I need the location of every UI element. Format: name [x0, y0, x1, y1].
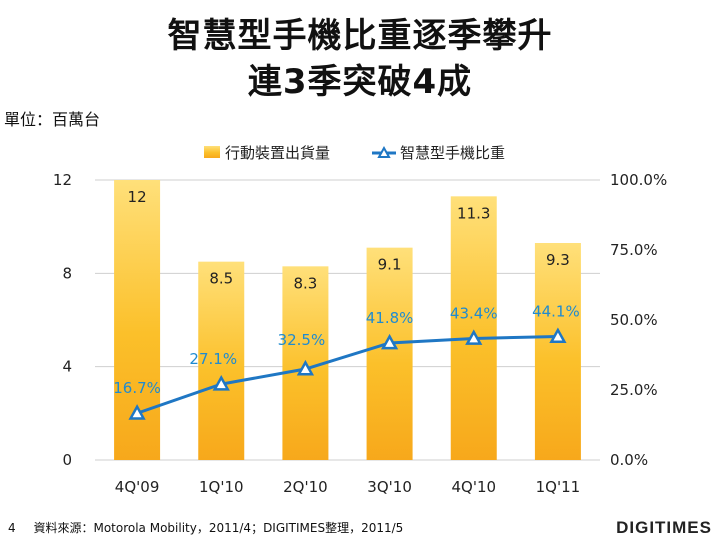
y-right-tick-label: 50.0%: [610, 311, 658, 329]
x-tick-label: 2Q'10: [283, 478, 328, 496]
legend: 行動裝置出貨量 智慧型手機比重: [204, 144, 505, 162]
legend-swatch-bar: [204, 146, 220, 158]
data-labels: 12 8.5 8.3 9.1 11.3 9.3 16.7% 27.1% 32.5% 41.8% 43…: [113, 188, 579, 397]
x-tick-label: 1Q'10: [199, 478, 244, 496]
y-left-tick-label: 12: [53, 171, 72, 189]
legend-label-bar: 行動裝置出貨量: [225, 144, 330, 162]
y-left-tick-label: 0: [62, 451, 72, 469]
line-series: [131, 330, 565, 418]
bar-value-label: 8.3: [293, 274, 317, 292]
y-left-tick-label: 4: [62, 358, 72, 376]
y-right-tick-label: 0.0%: [610, 451, 648, 469]
page-number: 4: [8, 521, 16, 535]
digitimes-logo: DIGITIMES: [616, 518, 712, 538]
x-tick-label: 4Q'09: [115, 478, 160, 496]
line-value-label: 32.5%: [278, 331, 326, 349]
y-right-tick-label: 25.0%: [610, 381, 658, 399]
bar-series: [114, 180, 581, 460]
bar: [535, 243, 581, 460]
line-value-label: 27.1%: [189, 350, 237, 368]
line-value-label: 43.4%: [450, 304, 498, 322]
y-right-tick-label: 100.0%: [610, 171, 667, 189]
x-tick-label: 4Q'10: [451, 478, 496, 496]
y-right-tick-label: 75.0%: [610, 241, 658, 259]
bar: [451, 196, 497, 460]
legend-label-line: 智慧型手機比重: [400, 144, 505, 162]
bar: [367, 248, 413, 460]
x-tick-label: 1Q'11: [536, 478, 581, 496]
combo-chart: 128.5 8.39.111.39.316.7%27.1%32.5%41.8% 43…: [0, 0, 720, 540]
footer: 4 資料來源：Motorola Mobility，2011/4；DIGITIME…: [8, 519, 403, 536]
line-value-label: 44.1%: [532, 303, 580, 321]
legend-marker-line: [379, 148, 389, 157]
bar-value-label: 9.3: [546, 251, 570, 269]
bar-value-label: 8.5: [209, 270, 233, 288]
line-value-label: 16.7%: [113, 379, 161, 397]
bar-value-label: 12: [128, 188, 147, 206]
bar-value-label: 11.3: [457, 204, 490, 222]
y-left-tick-label: 8: [62, 264, 72, 282]
gridlines: [95, 180, 600, 460]
source-note: 資料來源：Motorola Mobility，2011/4；DIGITIMES整…: [33, 521, 403, 535]
x-tick-label: 3Q'10: [367, 478, 412, 496]
bar-value-label: 9.1: [378, 256, 402, 274]
line-value-label: 41.8%: [366, 309, 414, 327]
